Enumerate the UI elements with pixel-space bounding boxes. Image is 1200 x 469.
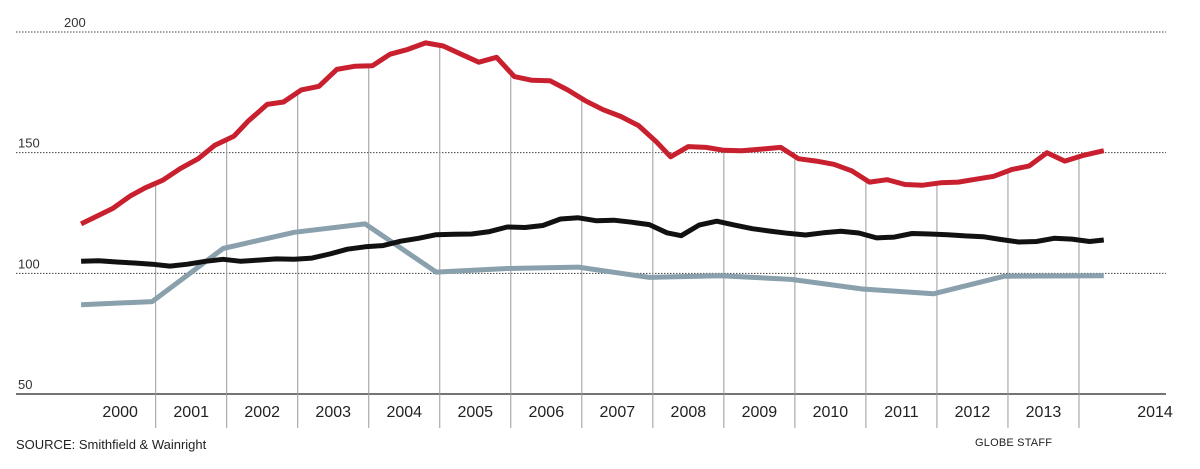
x-tick-label: 2009 xyxy=(742,404,778,421)
series-lines xyxy=(80,40,1105,308)
y-tick-label: 100 xyxy=(18,256,40,271)
credit-note: GLOBE STAFF xyxy=(975,437,1053,449)
y-tick-label: 200 xyxy=(64,15,86,30)
series-line-1 xyxy=(81,215,1105,269)
x-tick-label: 2014 xyxy=(1137,404,1173,421)
x-tick-label: 2010 xyxy=(813,404,849,421)
x-tick-label: 2003 xyxy=(315,404,351,421)
series-line-2 xyxy=(80,221,1104,308)
series-line-0 xyxy=(80,40,1105,227)
y-tick-label: 150 xyxy=(18,136,40,151)
x-tick-labels: 2000 2001 2002 2003 2004 2005 2006 2007 2008 2009… xyxy=(102,404,1173,421)
x-tick-label: 2005 xyxy=(457,404,493,421)
horizontal-gridlines xyxy=(16,31,1166,395)
x-tick-label: 2006 xyxy=(529,404,565,421)
x-tick-label: 2013 xyxy=(1026,404,1062,421)
y-tick-label: 50 xyxy=(18,377,32,392)
x-tick-label: 2008 xyxy=(671,404,707,421)
x-tick-label: 2004 xyxy=(386,404,422,421)
x-tick-label: 2001 xyxy=(173,404,209,421)
x-tick-label: 2011 xyxy=(884,404,919,421)
y-tick-labels: 200 150 100 50 xyxy=(18,15,86,392)
x-tick-label: 2000 xyxy=(102,404,138,421)
x-tick-label: 2007 xyxy=(600,404,636,421)
x-tick-label: 2012 xyxy=(955,404,991,421)
x-tick-label: 2002 xyxy=(244,404,280,421)
line-chart: 200 150 100 50 2000 2001 2002 2003 2004 2005 2006… xyxy=(16,15,1173,428)
source-note: SOURCE: Smithfield & Wainright xyxy=(16,437,207,452)
